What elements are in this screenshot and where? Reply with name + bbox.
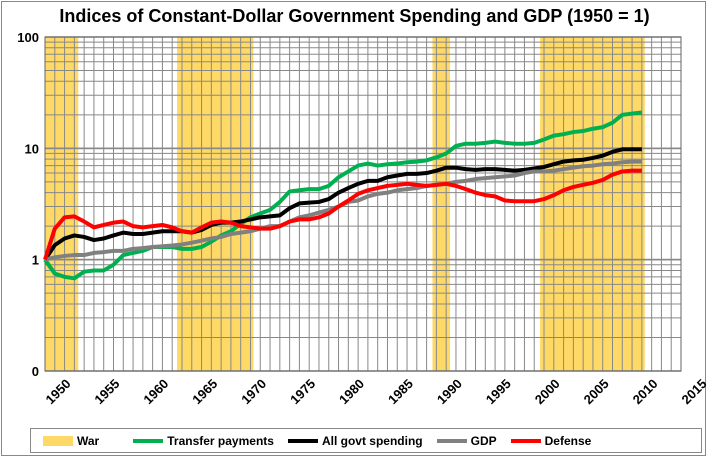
legend-label: Transfer payments — [167, 433, 274, 448]
chart-title: Indices of Constant-Dollar Government Sp… — [59, 6, 650, 26]
x-tick-label: 1980 — [336, 376, 367, 407]
war-band — [432, 37, 451, 371]
y-tick-label: 0 — [32, 364, 39, 379]
legend-label: GDP — [470, 433, 497, 448]
x-tick-label: 1985 — [385, 376, 416, 407]
y-tick-label: 100 — [17, 30, 39, 45]
legend-label: Defense — [544, 433, 592, 448]
war-band — [177, 37, 254, 371]
legend-item: Transfer payments — [133, 434, 274, 448]
x-tick-label: 2000 — [532, 376, 563, 407]
series-line-all-govt-spending — [43, 147, 642, 261]
legend-item: Defense — [510, 433, 592, 448]
y-tick-label: 1 — [32, 253, 39, 268]
legend-label: All govt spending — [321, 433, 423, 448]
legend-item: War — [43, 434, 99, 448]
x-tick-label: 1995 — [483, 376, 514, 407]
x-tick-label: 1960 — [140, 376, 171, 407]
y-tick-label: 10 — [25, 141, 39, 156]
x-tick-label: 1970 — [238, 376, 269, 407]
x-tick-label: 1965 — [189, 376, 220, 407]
legend-swatch — [510, 438, 541, 443]
series-line-transfer-payments — [43, 110, 643, 281]
legend: War Transfer payments All govt spending GDP… — [30, 428, 702, 453]
x-tick-label: 1950 — [43, 376, 74, 407]
legend-swatch — [133, 438, 164, 443]
plot-border — [44, 36, 682, 372]
series-line-defense — [43, 168, 642, 261]
legend-swatch — [43, 435, 73, 446]
legend-swatch — [287, 438, 318, 443]
x-tick-label: 1975 — [287, 376, 318, 407]
legend-item: GDP — [436, 433, 497, 448]
x-tick-label: 1990 — [434, 376, 465, 407]
war-band — [45, 37, 79, 371]
x-tick-label: 2015 — [679, 376, 709, 407]
legend-label: War — [77, 433, 100, 448]
legend-swatch — [436, 438, 467, 443]
x-tick-label: 1955 — [91, 376, 122, 407]
x-tick-label: 2005 — [581, 376, 612, 407]
legend-item: All govt spending — [287, 433, 423, 448]
x-tick-label: 2010 — [630, 376, 661, 407]
